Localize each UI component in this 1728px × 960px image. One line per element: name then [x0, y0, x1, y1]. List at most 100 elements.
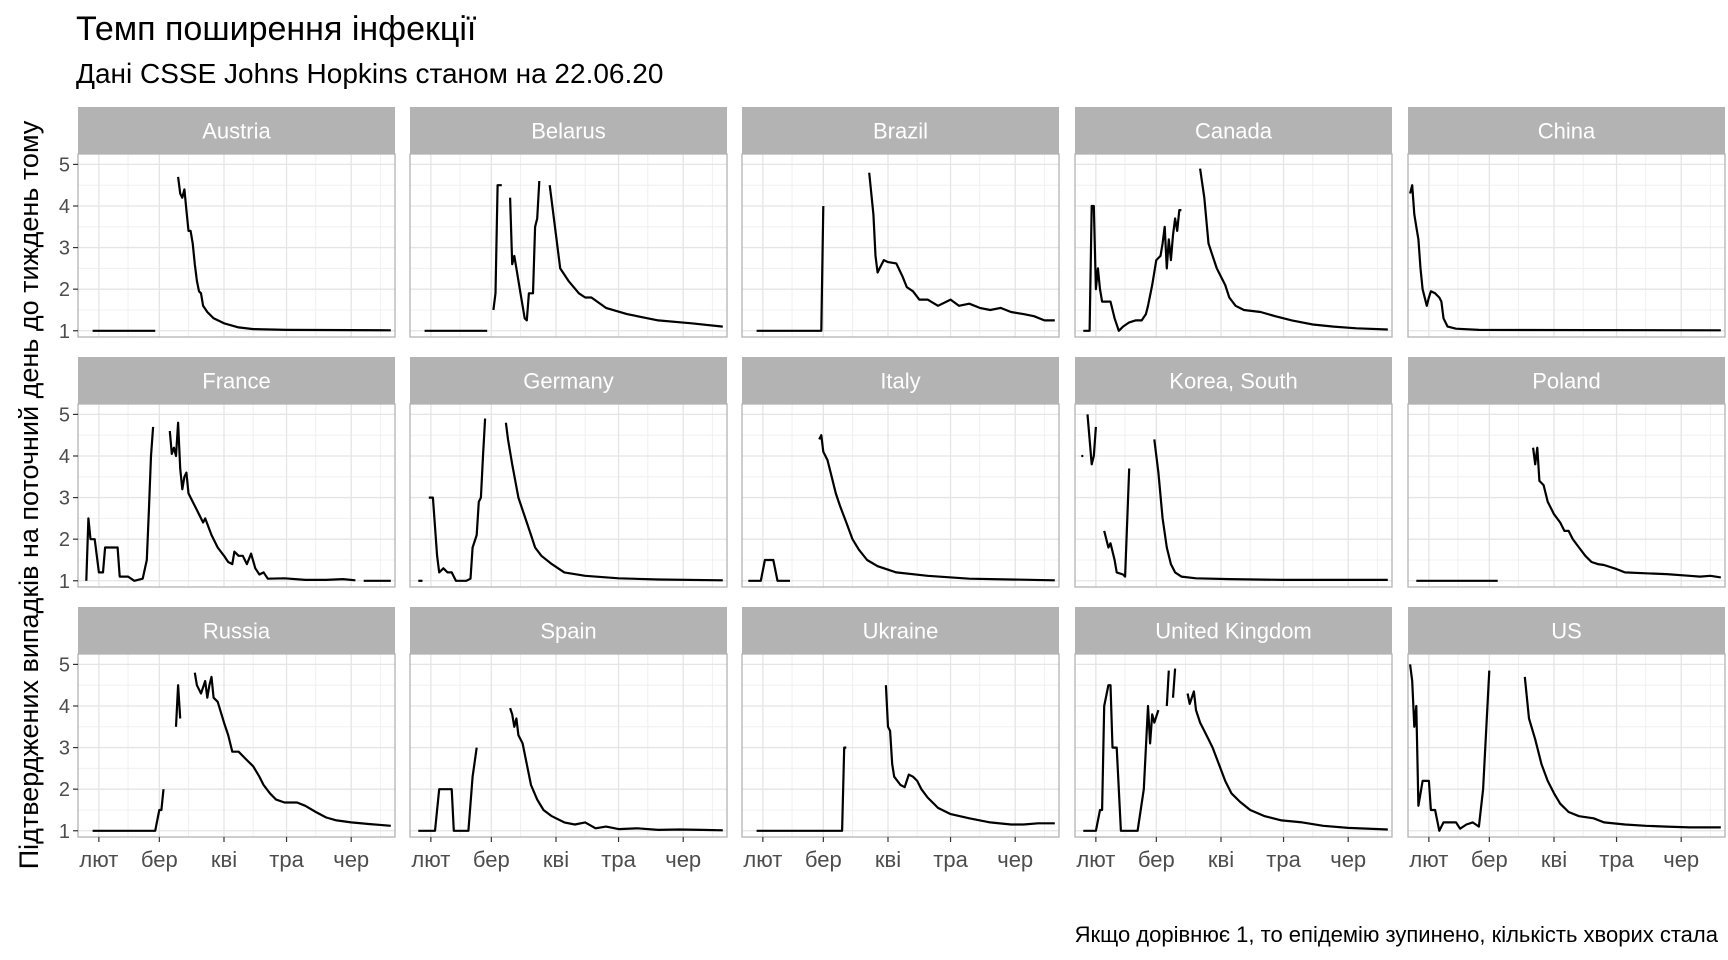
series-line [418, 747, 478, 832]
panel-border [1407, 403, 1726, 588]
panel-background [410, 154, 727, 337]
x-tick-label: чер [1330, 847, 1366, 872]
y-tick-label: 1 [59, 821, 70, 843]
x-tick-label: чер [333, 847, 369, 872]
x-tick-label: кві [875, 847, 901, 872]
facet-strip-label: Poland [1532, 369, 1601, 394]
x-tick-label: чер [665, 847, 701, 872]
panel-border [741, 653, 1060, 838]
series-line [428, 418, 487, 582]
panel-border [77, 403, 396, 588]
x-tick-label: лют [1076, 847, 1115, 872]
series-line [1523, 676, 1721, 829]
y-tick-label: 5 [59, 654, 70, 676]
facet-panel: Brazil [741, 107, 1060, 338]
facet-panel: China [1407, 107, 1726, 338]
series-line [868, 172, 1055, 322]
series-line [1186, 690, 1388, 831]
series-line [168, 421, 356, 582]
x-tick-label: лют [1409, 847, 1448, 872]
series-line [1083, 204, 1182, 332]
panel-background [1075, 154, 1392, 337]
x-tick-label: кві [211, 847, 237, 872]
series-line [92, 789, 165, 832]
series-line [1086, 414, 1097, 466]
series-line [756, 205, 825, 332]
x-tick-label: тра [1266, 847, 1301, 872]
series-line [177, 176, 391, 332]
panel-background [78, 654, 395, 837]
panel-background [410, 404, 727, 587]
series-line [1409, 664, 1491, 832]
panel-border [409, 653, 728, 838]
panel-border [409, 403, 728, 588]
x-tick-label: бер [1471, 847, 1508, 872]
series-line [1409, 184, 1721, 332]
y-tick-label: 2 [59, 779, 70, 801]
x-tick-label: лют [79, 847, 118, 872]
facet-strip-label: United Kingdom [1155, 619, 1312, 644]
facet-strip [78, 357, 395, 404]
series-line [818, 434, 1055, 582]
x-tick-label: бер [1138, 847, 1175, 872]
x-tick-label: тра [933, 847, 968, 872]
facet-panel: Germany [409, 357, 728, 588]
panel-background [742, 654, 1059, 837]
y-tick-label: 5 [59, 154, 70, 176]
panel-background [742, 404, 1059, 587]
series-line [884, 685, 1055, 826]
x-tick-label: кві [543, 847, 569, 872]
y-tick-label: 5 [59, 404, 70, 426]
y-tick-label: 3 [59, 738, 70, 760]
x-tick-label: лют [743, 847, 782, 872]
x-tick-label: кві [1541, 847, 1567, 872]
panel-border [1407, 153, 1726, 338]
facet-strip-label: Canada [1195, 119, 1273, 144]
panel-border [77, 653, 396, 838]
y-tick-label: 1 [59, 321, 70, 343]
facet-strip [1408, 107, 1725, 154]
facet-strip-label: France [202, 369, 270, 394]
x-tick-label: тра [601, 847, 636, 872]
x-tick-label: кві [1208, 847, 1234, 872]
x-tick-label: чер [1663, 847, 1699, 872]
facet-strip [742, 357, 1059, 404]
series-line [1165, 670, 1170, 707]
facet-strip [410, 107, 727, 154]
facet-strip-label: Germany [523, 369, 613, 394]
series-line [756, 746, 847, 832]
series-line [1171, 668, 1177, 698]
panel-background [78, 404, 395, 587]
y-tick-label: 2 [59, 529, 70, 551]
series-line [174, 684, 182, 727]
chart-subtitle: Дані CSSE Johns Hopkins станом на 22.06.… [76, 58, 664, 89]
y-tick-label: 3 [59, 238, 70, 260]
series-line [1083, 684, 1160, 832]
facet-strip [742, 607, 1059, 654]
facet-panel: Belarus [409, 107, 728, 338]
facet-panel: France 1 2 3 4 5 [59, 357, 396, 593]
facet-strip-label: Brazil [873, 119, 928, 144]
chart-caption: Якщо дорівнює 1, то епідемію зупинено, к… [1074, 922, 1718, 947]
facet-panel: Canada [1074, 107, 1393, 338]
facet-strip [1075, 357, 1392, 404]
x-tick-label: тра [269, 847, 304, 872]
y-tick-label: 4 [59, 696, 70, 718]
facet-panel: United Kingdom лют бер кві тра чер [1074, 607, 1393, 872]
series-line [1153, 439, 1388, 581]
y-tick-label: 2 [59, 279, 70, 301]
facet-strip-label: Austria [202, 119, 271, 144]
chart-title: Темп поширення інфекції [76, 10, 477, 48]
facet-panel: Italy [741, 357, 1060, 588]
series-line [548, 185, 723, 328]
panel-border [1074, 653, 1393, 838]
series-line [1199, 168, 1388, 331]
facet-strip-label: Russia [203, 619, 271, 644]
facet-panel: Austria 1 2 3 4 5 [59, 107, 396, 343]
series-line [504, 422, 723, 582]
series-line [748, 558, 790, 582]
panel-border [741, 403, 1060, 588]
series-line [193, 672, 391, 827]
x-tick-label: тра [1599, 847, 1634, 872]
facet-panel: US лют бер кві тра чер [1407, 607, 1726, 872]
